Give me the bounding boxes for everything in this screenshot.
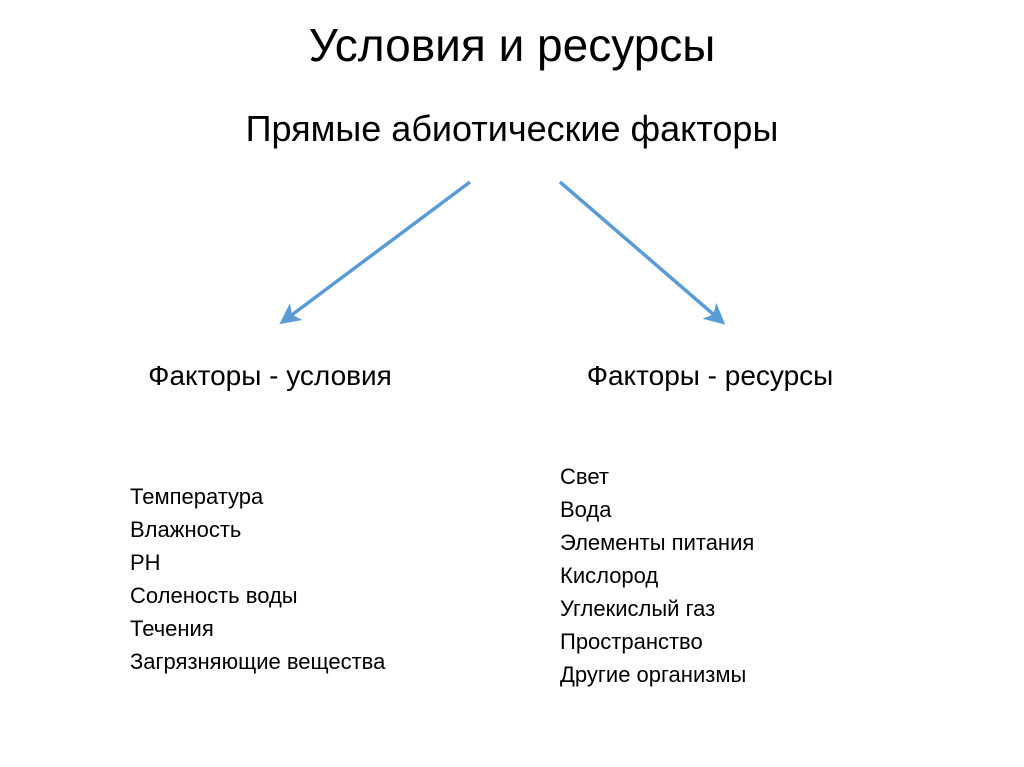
list-item: Другие организмы — [560, 658, 754, 691]
slide-title: Условия и ресурсы — [0, 18, 1024, 72]
list-item: РН — [130, 546, 385, 579]
arrow-left — [285, 182, 470, 320]
list-item: Элементы питания — [560, 526, 754, 559]
list-right: Свет Вода Элементы питания Кислород Угле… — [560, 460, 754, 691]
branch-right-label: Факторы - ресурсы — [540, 360, 880, 392]
list-left: Температура Влажность РН Соленость воды … — [130, 480, 385, 678]
branch-left-label: Факторы - условия — [110, 360, 430, 392]
list-item: Температура — [130, 480, 385, 513]
list-item: Загрязняющие вещества — [130, 645, 385, 678]
branch-arrows — [0, 170, 1024, 370]
list-item: Свет — [560, 460, 754, 493]
slide-subtitle: Прямые абиотические факторы — [0, 108, 1024, 150]
slide: Условия и ресурсы Прямые абиотические фа… — [0, 0, 1024, 767]
list-item: Влажность — [130, 513, 385, 546]
list-item: Кислород — [560, 559, 754, 592]
list-item: Вода — [560, 493, 754, 526]
list-item: Углекислый газ — [560, 592, 754, 625]
arrow-right — [560, 182, 720, 320]
list-item: Течения — [130, 612, 385, 645]
list-item: Соленость воды — [130, 579, 385, 612]
list-item: Пространство — [560, 625, 754, 658]
